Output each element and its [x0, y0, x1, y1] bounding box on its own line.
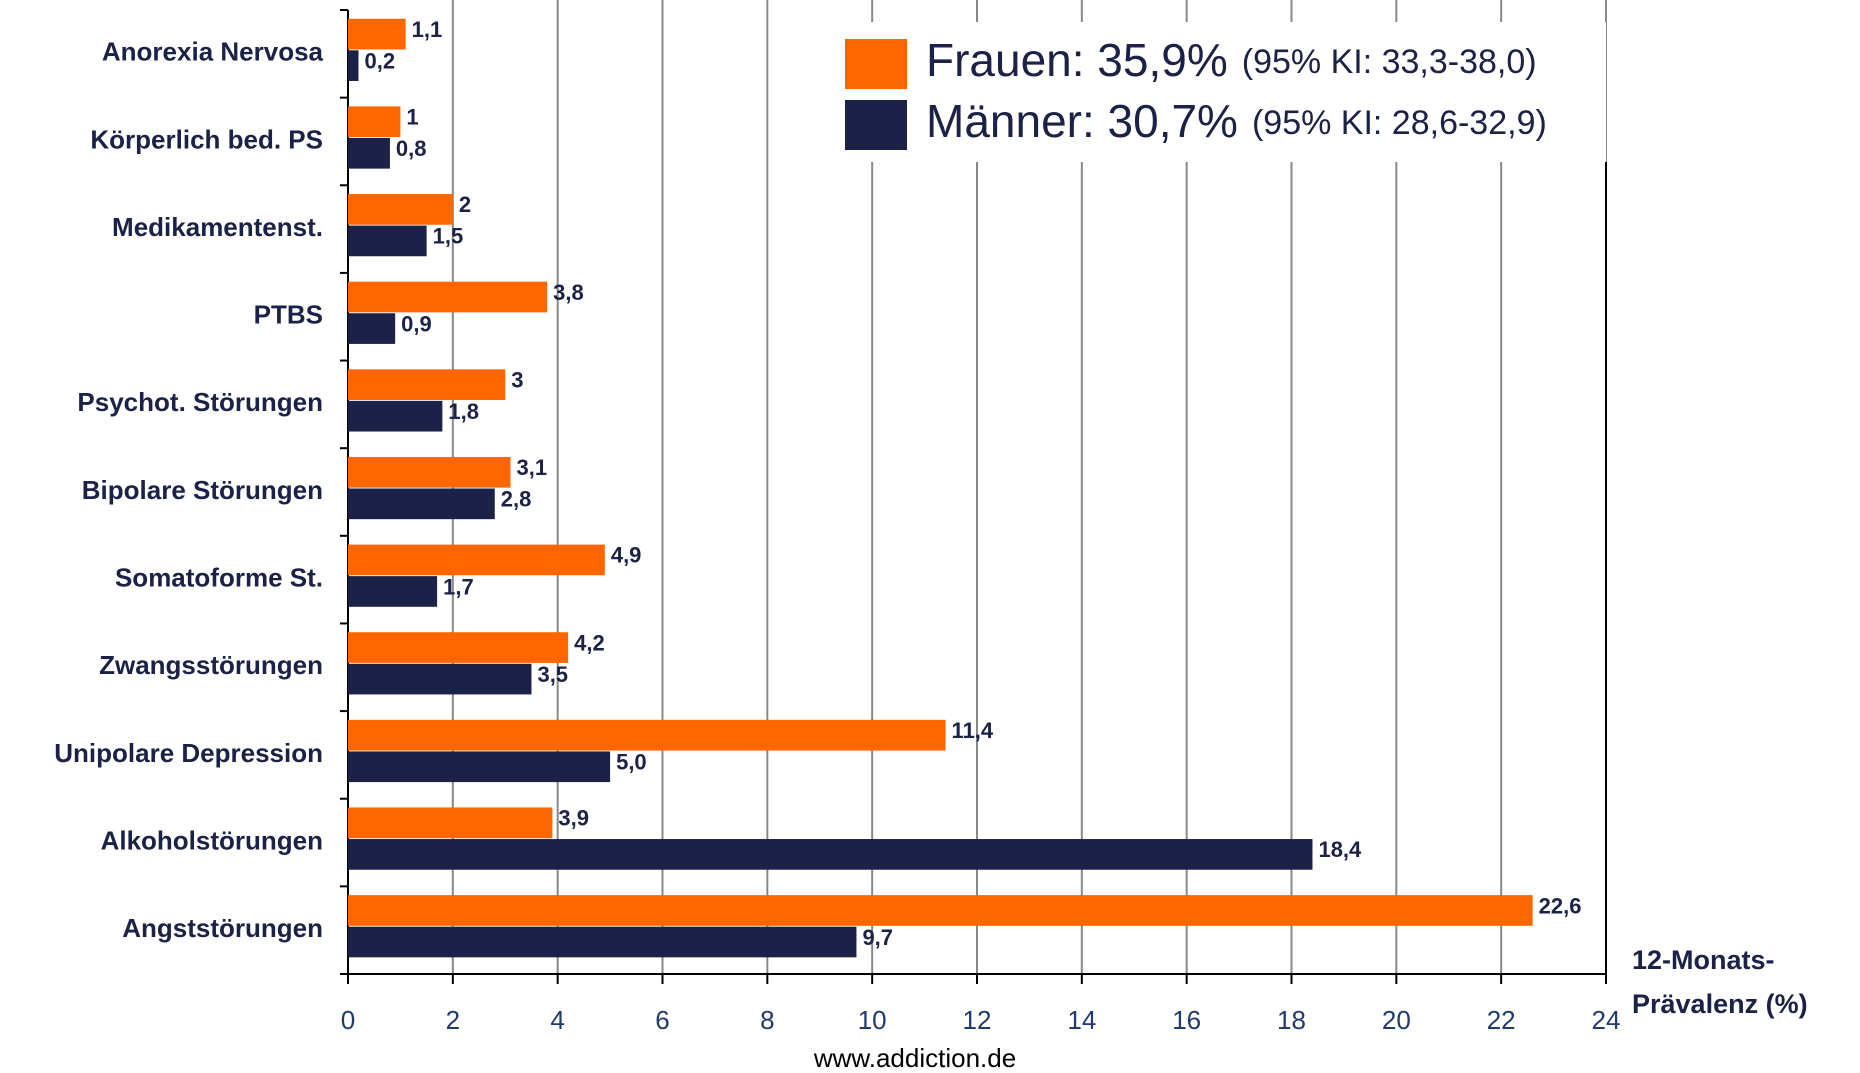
bar: [348, 488, 495, 520]
bar: [348, 895, 1533, 926]
x-tick-label: 2: [446, 1005, 460, 1035]
legend-name: Frauen: 35,9%: [926, 34, 1228, 86]
y-tick-label: Körperlich bed. PS: [90, 124, 323, 154]
bar: [348, 137, 390, 169]
bar: [348, 807, 553, 839]
value-label: 9,7: [862, 925, 893, 950]
source: www.addiction.de: [813, 1043, 1016, 1073]
bar: [348, 281, 548, 313]
x-tick-label: 24: [1592, 1005, 1621, 1035]
x-tick-label: 16: [1172, 1005, 1201, 1035]
y-tick-label: PTBS: [254, 300, 323, 330]
value-label: 3,9: [558, 806, 589, 831]
bar: [348, 576, 438, 607]
bar: [348, 369, 506, 400]
y-tick-label: Unipolare Depression: [54, 738, 323, 768]
x-tick-label: 12: [963, 1005, 992, 1035]
value-label: 11,4: [952, 718, 994, 743]
value-label: 1: [406, 105, 418, 130]
y-tick-label: Anorexia Nervosa: [102, 37, 324, 67]
bar: [348, 926, 857, 958]
x-axis-label: Prävalenz (%): [1632, 989, 1808, 1019]
legend-name: Männer: 30,7%: [926, 95, 1238, 147]
legend-label: Frauen: 35,9% (95% KI: 33,3-38,0): [926, 34, 1537, 86]
legend-note: (95% KI: 28,6-32,9): [1252, 104, 1547, 142]
bar: [348, 632, 569, 663]
value-label: 3,1: [516, 455, 547, 480]
x-tick-label: 14: [1067, 1005, 1096, 1035]
value-label: 1,5: [433, 224, 464, 249]
value-label: 2,8: [501, 487, 532, 512]
value-label: 1,8: [448, 399, 479, 424]
y-tick-label: Alkoholstörungen: [101, 825, 323, 855]
value-label: 3,5: [537, 662, 568, 687]
x-tick-label: 6: [655, 1005, 669, 1035]
x-tick-label: 4: [550, 1005, 564, 1035]
legend-swatch: [845, 39, 907, 89]
y-tick-label: Angststörungen: [122, 913, 323, 943]
legend-note: (95% KI: 33,3-38,0): [1242, 43, 1537, 81]
bar: [348, 751, 611, 783]
x-tick-label: 18: [1277, 1005, 1306, 1035]
x-tick-label: 22: [1487, 1005, 1516, 1035]
bar: [348, 839, 1313, 870]
x-tick-label: 10: [858, 1005, 887, 1035]
bar: [348, 225, 427, 257]
bar: [348, 400, 443, 432]
bar: [348, 663, 532, 695]
y-tick-label: Zwangsstörungen: [99, 650, 323, 680]
value-label: 4,9: [611, 543, 642, 568]
y-tick-label: Psychot. Störungen: [77, 387, 323, 417]
bar: [348, 456, 511, 488]
legend-label: Männer: 30,7% (95% KI: 28,6-32,9): [926, 95, 1547, 147]
value-label: 2: [459, 192, 471, 217]
bar: [348, 106, 401, 138]
value-label: 4,2: [574, 630, 605, 655]
value-label: 5,0: [616, 750, 647, 775]
y-tick-label: Bipolare Störungen: [82, 475, 323, 505]
value-label: 3: [511, 367, 523, 392]
bar: [348, 50, 359, 81]
legend-swatch: [845, 100, 907, 150]
value-label: 22,6: [1539, 893, 1582, 918]
legend-box: [832, 22, 1606, 162]
value-label: 1,1: [412, 17, 443, 42]
x-tick-label: 8: [760, 1005, 774, 1035]
bar: [348, 313, 396, 344]
value-label: 3,8: [553, 280, 584, 305]
value-label: 1,7: [443, 574, 474, 599]
bar: [348, 194, 453, 225]
value-label: 0,8: [396, 136, 427, 161]
x-tick-label: 20: [1382, 1005, 1411, 1035]
bar: [348, 719, 946, 751]
bar: [348, 544, 605, 576]
y-tick-label: Medikamentenst.: [112, 212, 323, 242]
bar: [348, 18, 406, 50]
value-label: 18,4: [1318, 837, 1362, 862]
value-label: 0,2: [364, 48, 395, 73]
x-tick-label: 0: [341, 1005, 355, 1035]
value-label: 0,9: [401, 311, 432, 336]
y-tick-label: Somatoforme St.: [115, 563, 323, 593]
x-axis-label: 12-Monats-: [1632, 945, 1775, 975]
